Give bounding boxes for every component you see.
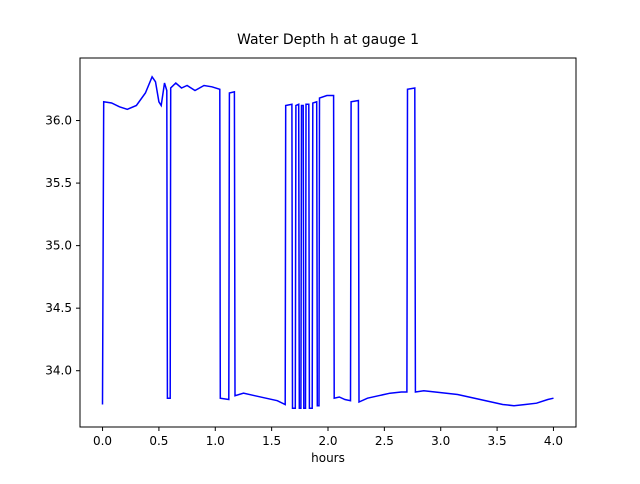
x-axis-label: hours [311, 451, 345, 465]
x-tick-label: 2.0 [318, 434, 337, 448]
x-tick-label: 0.5 [149, 434, 168, 448]
x-tick-label: 1.5 [262, 434, 281, 448]
axis-ticks: 0.0 0.5 1.0 1.5 2.0 2.5 3.0 3.5 4.0 34.0 34.5 35.0 3… [45, 114, 563, 448]
water-depth-line-series [101, 75, 554, 409]
chart-title: Water Depth h at gauge 1 [237, 32, 419, 48]
x-tick-label: 1.0 [206, 434, 225, 448]
x-tick-label: 3.0 [431, 434, 450, 448]
plot-area [80, 58, 576, 427]
y-tick-label: 36.0 [45, 114, 72, 128]
x-tick-label: 4.0 [544, 434, 563, 448]
x-tick-label: 3.5 [488, 434, 507, 448]
x-tick-label: 0.0 [93, 434, 112, 448]
y-tick-label: 35.0 [45, 239, 72, 253]
y-tick-label: 34.5 [45, 301, 72, 315]
x-tick-label: 2.5 [375, 434, 394, 448]
y-tick-label: 34.0 [45, 364, 72, 378]
y-tick-label: 35.5 [45, 176, 72, 190]
